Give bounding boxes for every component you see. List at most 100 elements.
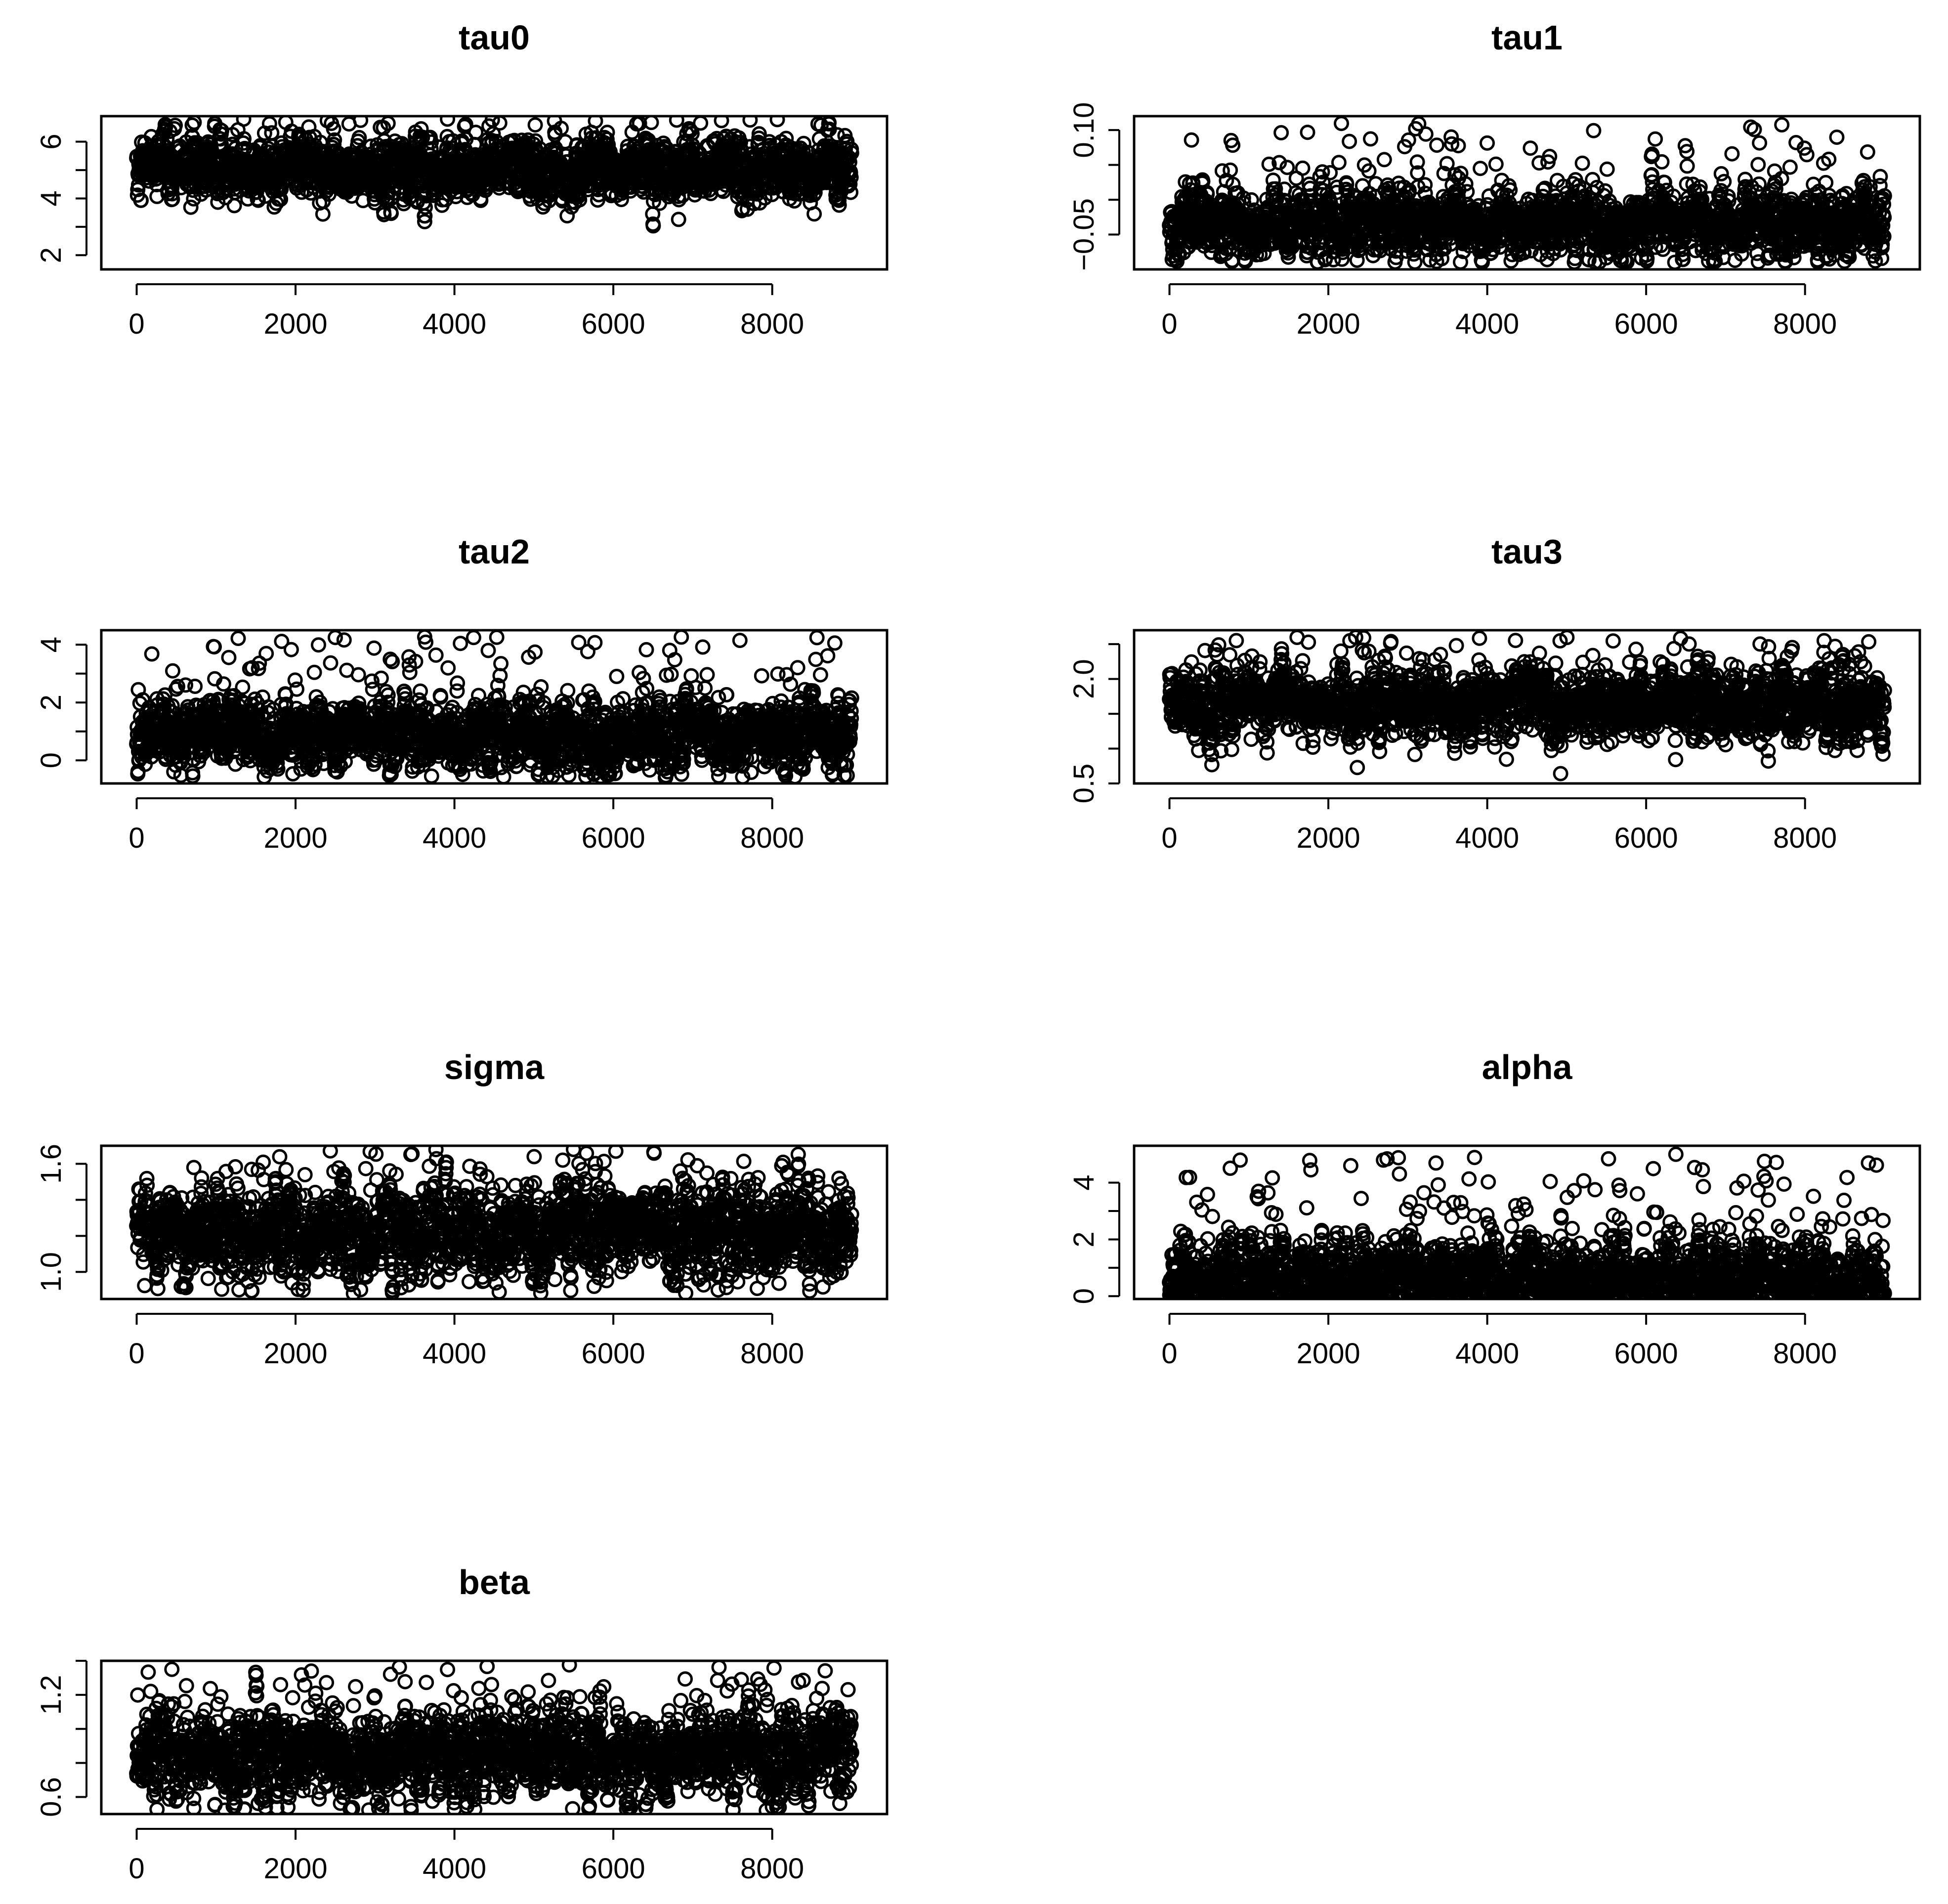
point-tau1 xyxy=(1542,149,1558,164)
point-tau0 xyxy=(527,117,543,133)
point-tau1 xyxy=(1502,182,1518,198)
point-tau0 xyxy=(684,126,700,141)
point-tau1 xyxy=(1537,180,1553,196)
point-tau1 xyxy=(1675,252,1691,267)
point-tau1 xyxy=(1363,131,1378,147)
point-tau1 xyxy=(1574,155,1590,171)
point-tau1 xyxy=(1295,160,1311,176)
point-tau1 xyxy=(1273,125,1289,140)
point-tau1 xyxy=(1707,253,1723,269)
point-tau1 xyxy=(1342,133,1357,149)
point-tau0 xyxy=(133,192,149,208)
point-tau0 xyxy=(236,131,252,147)
point-tau0 xyxy=(485,126,501,142)
point-tau0 xyxy=(468,125,484,140)
point-tau1 xyxy=(1716,173,1732,189)
x-axis-tau0: 0 2000 4000 6000 8000 xyxy=(128,283,804,340)
point-tau0 xyxy=(643,116,659,130)
point-tau1 xyxy=(1284,239,1300,255)
point-tau1 xyxy=(1339,176,1355,192)
point-tau1 xyxy=(1444,136,1460,152)
point-tau1 xyxy=(1322,165,1338,180)
point-tau1 xyxy=(1429,137,1445,153)
points-tau1 xyxy=(1162,116,1892,269)
point-tau0 xyxy=(351,130,367,145)
point-tau0 xyxy=(418,199,433,215)
point-tau1 xyxy=(1721,193,1736,209)
y-axis-tau0: 246 xyxy=(35,134,87,263)
point-tau0 xyxy=(183,199,199,215)
point-tau0 xyxy=(458,117,473,132)
point-tau1 xyxy=(1654,154,1670,170)
point-tau0 xyxy=(553,121,569,136)
y-tick-label: 2 xyxy=(35,247,67,263)
point-tau1 xyxy=(1314,164,1330,180)
point-tau0 xyxy=(213,137,229,153)
point-tau1 xyxy=(1450,138,1466,154)
point-tau1 xyxy=(1439,156,1455,172)
point-tau0 xyxy=(186,116,202,130)
point-tau0 xyxy=(417,208,433,224)
point-tau0 xyxy=(383,206,399,221)
point-tau1 xyxy=(1665,188,1681,204)
point-tau0 xyxy=(843,170,859,185)
point-tau1 xyxy=(1271,155,1287,171)
point-tau1 xyxy=(1279,160,1295,175)
point-tau0 xyxy=(733,142,749,158)
point-tau1 xyxy=(1243,192,1259,208)
point-tau1 xyxy=(1434,251,1450,266)
y-tick-label: 6 xyxy=(35,134,67,150)
point-tau1 xyxy=(1203,245,1219,260)
point-tau1 xyxy=(1418,126,1434,142)
point-tau0 xyxy=(751,126,767,142)
point-tau1 xyxy=(1436,166,1452,181)
point-tau1 xyxy=(1535,182,1551,198)
point-tau0 xyxy=(440,116,456,127)
point-tau1 xyxy=(1644,167,1659,182)
point-tau1 xyxy=(1488,156,1504,172)
point-tau1 xyxy=(1458,176,1474,192)
x-tick-label: 2000 xyxy=(264,308,328,340)
point-tau1 xyxy=(1679,144,1695,160)
x-tick-label: 4000 xyxy=(423,308,486,340)
point-tau1 xyxy=(1265,173,1281,188)
point-tau1 xyxy=(1480,135,1495,151)
point-tau0 xyxy=(714,116,729,129)
point-tau1 xyxy=(1417,177,1433,193)
point-tau0 xyxy=(742,116,758,128)
point-tau1 xyxy=(1657,174,1672,190)
points-tau0 xyxy=(129,116,859,234)
point-tau1 xyxy=(1713,166,1729,181)
point-tau0 xyxy=(326,121,341,137)
point-tau1 xyxy=(1225,176,1241,192)
point-tau1 xyxy=(1471,198,1486,214)
point-tau0 xyxy=(671,212,686,227)
point-tau0 xyxy=(353,116,369,128)
point-tau1 xyxy=(1679,158,1695,174)
point-tau1 xyxy=(1639,251,1655,266)
point-tau1 xyxy=(1268,181,1283,197)
point-tau0 xyxy=(559,208,575,224)
x-tick-label: 6000 xyxy=(582,308,645,340)
chart-title-tau0: tau0 xyxy=(459,18,530,57)
point-tau1 xyxy=(1349,253,1365,268)
point-tau1 xyxy=(1417,185,1433,201)
chart-title-tau1: tau1 xyxy=(1491,18,1563,57)
point-tau0 xyxy=(236,116,252,127)
point-tau0 xyxy=(417,214,432,229)
point-tau0 xyxy=(273,181,289,197)
point-tau1 xyxy=(1450,188,1466,204)
point-tau1 xyxy=(1586,123,1602,138)
point-tau0 xyxy=(769,116,785,128)
point-tau1 xyxy=(1599,161,1615,177)
plot-frame-tau0 xyxy=(100,115,889,271)
point-tau1 xyxy=(1329,184,1345,200)
point-tau0 xyxy=(831,197,847,213)
point-tau0 xyxy=(843,184,859,200)
point-tau1 xyxy=(1261,156,1277,172)
point-tau0 xyxy=(168,118,183,133)
point-tau1 xyxy=(1409,154,1425,170)
